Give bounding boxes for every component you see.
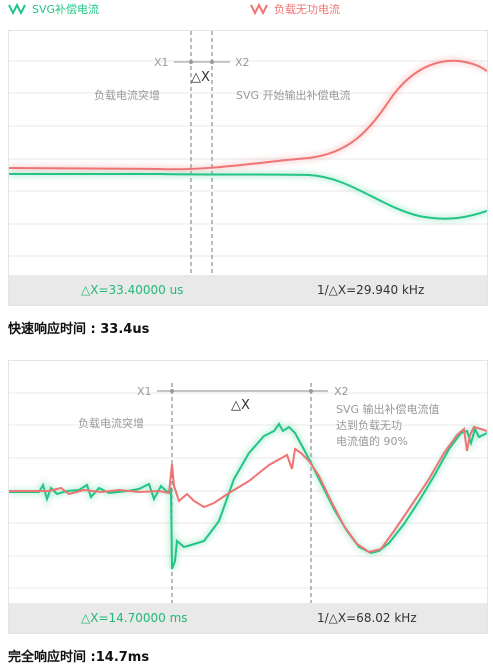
svg-current-trace — [9, 173, 487, 220]
grid — [9, 60, 487, 257]
dx-readout: △X=33.40000 us — [81, 283, 184, 297]
annotation-svg-90-line2: 达到负载无功 — [336, 418, 402, 432]
legend-load-label: 负载无功电流 — [274, 3, 340, 16]
cursor-x1-dot — [170, 389, 174, 393]
x2-label: X2 — [334, 385, 349, 398]
x1-label: X1 — [137, 385, 152, 398]
load-current-trace — [9, 425, 487, 554]
freq-readout: 1/△X=29.940 kHz — [317, 283, 425, 297]
cursor-x2-dot — [309, 389, 313, 393]
wave-icon — [250, 3, 268, 15]
cursor-x2-dot — [210, 60, 214, 64]
annotation-svg-output: SVG 开始输出补偿电流 — [236, 88, 351, 102]
dx-readout: △X=14.70000 ms — [81, 611, 188, 625]
legend-svg-label: SVG补偿电流 — [32, 3, 100, 16]
waveform-plot-2: X1 X2 △X 负载电流突增 SVG 输出补偿电流值 达到负载无功 电流值的 … — [9, 383, 487, 603]
freq-readout: 1/△X=68.02 kHz — [317, 611, 417, 625]
delta-label: △X — [231, 398, 250, 413]
x1-label: X1 — [154, 56, 169, 69]
waveform-plot-1: X1 X2 △X 负载电流突增 SVG 开始输出补偿电流 — [9, 31, 487, 275]
annotation-svg-90-line3: 电流值的 90% — [336, 434, 408, 448]
delta-label: △X — [191, 70, 210, 85]
load-current-trace — [9, 59, 487, 171]
readout-bar-1: △X=33.40000 us 1/△X=29.940 kHz — [9, 275, 487, 305]
caption-fast-response: 快速响应时间 : 33.4us — [8, 322, 150, 337]
svg-current-trace — [9, 422, 487, 570]
wave-icon — [8, 3, 26, 15]
readout-bar-2: △X=14.70000 ms 1/△X=68.02 kHz — [9, 603, 487, 633]
caption-full-response: 完全响应时间 :14.7ms — [8, 650, 150, 665]
annotation-svg-90-line1: SVG 输出补偿电流值 — [336, 402, 440, 416]
annotation-load-surge: 负载电流突增 — [94, 88, 160, 102]
annotation-load-surge: 负载电流突增 — [78, 416, 144, 430]
legend-load: 负载无功电流 — [250, 0, 340, 18]
oscilloscope-panel-1: X1 X2 △X 负载电流突增 SVG 开始输出补偿电流 △X=33.40000… — [8, 30, 488, 306]
cursor-x1-dot — [189, 60, 193, 64]
x2-label: X2 — [235, 56, 250, 69]
legend-svg: SVG补偿电流 — [8, 0, 99, 18]
oscilloscope-panel-2: X1 X2 △X 负载电流突增 SVG 输出补偿电流值 达到负载无功 电流值的 … — [8, 360, 488, 634]
